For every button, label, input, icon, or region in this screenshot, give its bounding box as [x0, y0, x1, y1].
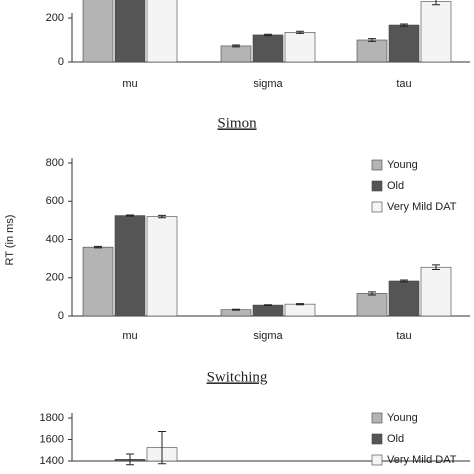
x-tick-label: sigma — [253, 78, 283, 90]
legend-label: Very Mild DAT — [387, 201, 457, 213]
legend-swatch — [371, 433, 383, 445]
y-tick-label: 1800 — [40, 412, 64, 424]
x-tick-label: sigma — [253, 330, 283, 342]
error-bar — [296, 30, 304, 34]
error-bar — [126, 453, 134, 466]
bar — [220, 309, 252, 317]
legend-label: Very Mild DAT — [387, 454, 457, 466]
bar — [284, 303, 316, 317]
bar — [388, 24, 420, 63]
error-bar — [232, 44, 240, 48]
legend-swatch — [371, 159, 383, 171]
bar — [284, 31, 316, 63]
error-bar — [400, 23, 408, 27]
y-tick-label: 0 — [58, 56, 64, 68]
bar — [252, 34, 284, 63]
legend-swatch — [371, 412, 383, 424]
error-bar — [158, 214, 166, 219]
x-tick-label: tau — [396, 330, 411, 342]
legend-swatch — [371, 201, 383, 213]
bar — [220, 45, 252, 63]
bar — [146, 216, 178, 317]
x-tick-label: tau — [396, 78, 411, 90]
error-bar — [94, 245, 102, 249]
bar — [356, 39, 388, 63]
y-tick-label: 800 — [46, 157, 64, 169]
bar — [146, 0, 178, 63]
legend-label: Young — [387, 412, 418, 424]
error-bar — [264, 33, 272, 37]
y-tick-label: 200 — [46, 272, 64, 284]
y-tick-label: 1400 — [40, 455, 64, 467]
bar — [420, 266, 452, 317]
error-bar — [126, 214, 134, 217]
error-bar — [158, 430, 166, 465]
bar — [114, 0, 146, 63]
bar — [114, 215, 146, 317]
y-tick-label: 1600 — [40, 433, 64, 445]
error-bar — [232, 308, 240, 311]
legend-swatch — [371, 454, 383, 466]
y-tick-label: 600 — [46, 195, 64, 207]
chart-title: Simon — [217, 115, 257, 131]
legend-label: Young — [387, 159, 418, 171]
error-bar — [400, 279, 408, 283]
error-bar — [296, 303, 304, 306]
y-axis-label: RT (in ms) — [4, 215, 16, 266]
bar — [82, 0, 114, 63]
bar — [252, 304, 284, 317]
bar — [420, 1, 452, 63]
legend-label: Old — [387, 180, 404, 192]
chart-title: Switching — [207, 369, 268, 385]
bar — [388, 280, 420, 317]
x-tick-label: mu — [122, 330, 137, 342]
error-bar — [432, 264, 440, 271]
error-bar — [368, 38, 376, 42]
error-bar — [264, 304, 272, 306]
bar — [82, 246, 114, 317]
x-tick-label: mu — [122, 78, 137, 90]
error-bar — [432, 0, 440, 6]
y-tick-label: 0 — [58, 310, 64, 322]
bar — [356, 293, 388, 317]
error-bar — [368, 291, 376, 296]
y-tick-label: 400 — [46, 233, 64, 245]
legend-label: Old — [387, 433, 404, 445]
legend-swatch — [371, 180, 383, 192]
y-tick-label: 200 — [46, 12, 64, 24]
